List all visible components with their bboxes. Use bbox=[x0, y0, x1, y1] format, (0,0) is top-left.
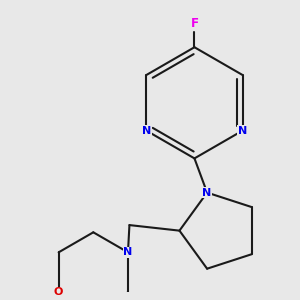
Text: O: O bbox=[54, 287, 63, 297]
Text: N: N bbox=[202, 188, 212, 198]
Text: N: N bbox=[142, 126, 151, 136]
Text: N: N bbox=[238, 126, 247, 136]
Text: F: F bbox=[190, 17, 199, 30]
Text: N: N bbox=[123, 247, 133, 257]
